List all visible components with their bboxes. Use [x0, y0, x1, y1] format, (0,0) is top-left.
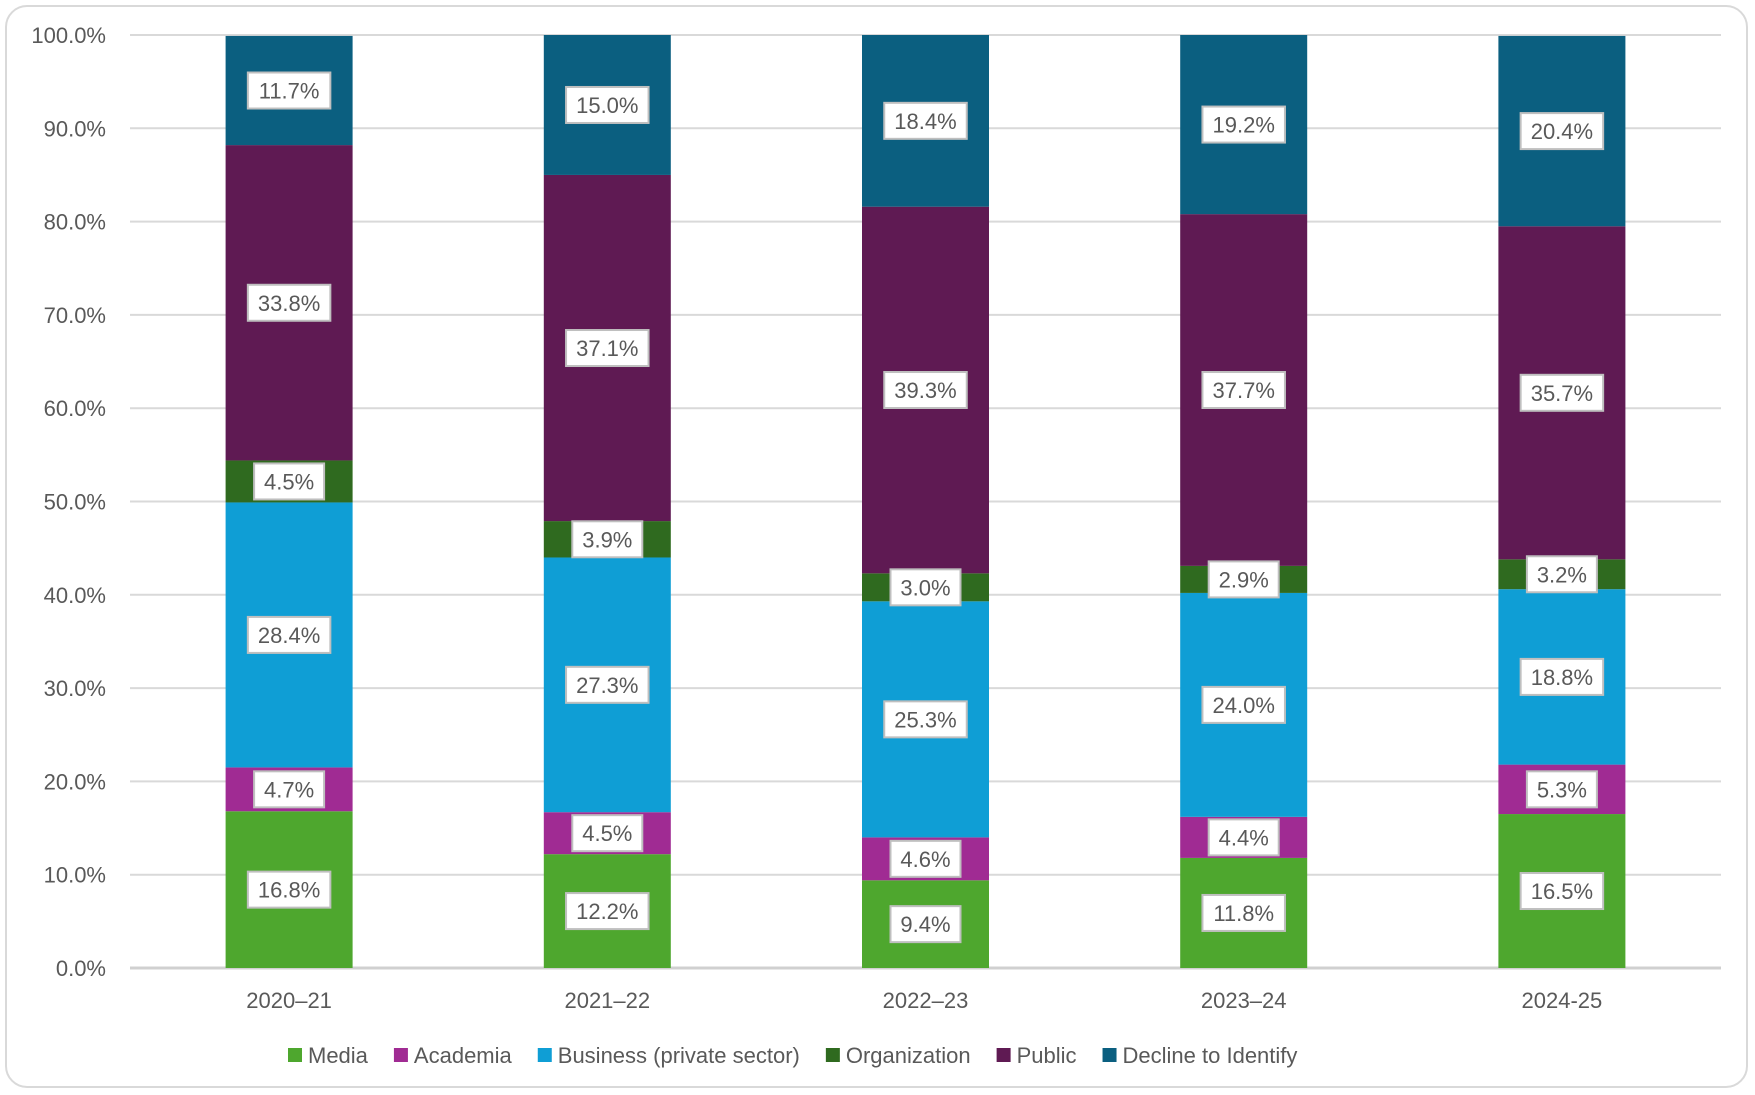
data-label: 12.2%	[576, 899, 638, 924]
data-label: 39.3%	[894, 378, 956, 403]
data-label-box	[246, 71, 332, 110]
legend-label: Business (private sector)	[558, 1043, 800, 1068]
data-label: 24.0%	[1213, 693, 1275, 718]
data-label: 2.9%	[1219, 567, 1269, 592]
data-label: 4.7%	[264, 777, 314, 802]
data-label: 37.7%	[1213, 378, 1275, 403]
data-label-box	[889, 905, 962, 944]
data-label: 33.8%	[258, 291, 320, 316]
y-tick-label: 70.0%	[44, 303, 106, 328]
x-tick-label: 2021–22	[564, 988, 650, 1013]
legend-swatch	[288, 1048, 302, 1062]
data-label-box	[1201, 105, 1286, 144]
data-label-box	[883, 371, 968, 410]
legend-swatch	[537, 1048, 552, 1062]
data-label: 15.0%	[576, 93, 638, 118]
data-label-box	[1519, 872, 1605, 911]
data-label-box	[1525, 555, 1598, 594]
data-label-box	[1519, 112, 1605, 151]
data-label-box	[565, 892, 650, 931]
x-tick-label: 2023–24	[1201, 988, 1287, 1013]
data-label: 4.6%	[900, 847, 950, 872]
data-label: 18.4%	[894, 109, 956, 134]
data-label-box	[1519, 657, 1605, 696]
data-label: 3.0%	[900, 575, 950, 600]
data-label: 37.1%	[576, 336, 638, 361]
data-label-box	[246, 870, 332, 909]
data-label-box	[1525, 770, 1598, 809]
data-label-box	[253, 770, 326, 809]
data-label-box	[246, 615, 332, 654]
data-label: 25.3%	[894, 707, 956, 732]
chart-frame	[5, 5, 1748, 1088]
y-tick-label: 30.0%	[44, 676, 106, 701]
legend-label: Academia	[414, 1043, 513, 1068]
legend-label: Media	[308, 1043, 369, 1068]
data-label: 18.8%	[1531, 665, 1593, 690]
data-label: 11.8%	[1213, 901, 1274, 926]
x-tick-label: 2020–21	[246, 988, 332, 1013]
data-label: 20.4%	[1531, 119, 1593, 144]
y-tick-label: 90.0%	[44, 116, 106, 141]
legend-swatch	[825, 1048, 840, 1062]
data-label-box	[565, 85, 650, 124]
data-label: 4.5%	[582, 821, 632, 846]
data-label: 16.5%	[1531, 879, 1593, 904]
y-tick-label: 60.0%	[44, 396, 106, 421]
data-label-box	[565, 665, 650, 704]
data-label-box	[1201, 371, 1286, 410]
y-tick-label: 40.0%	[44, 583, 106, 608]
data-label: 11.7%	[259, 79, 320, 104]
x-tick-label: 2022–23	[883, 988, 969, 1013]
data-label-box	[565, 329, 650, 368]
data-label-box	[883, 700, 968, 739]
data-label: 3.2%	[1537, 562, 1587, 587]
y-tick-label: 20.0%	[44, 769, 106, 794]
data-label: 4.4%	[1219, 825, 1269, 850]
data-label: 27.3%	[576, 673, 638, 698]
legend-swatch	[996, 1048, 1011, 1062]
data-label: 3.9%	[582, 527, 632, 552]
data-label-box	[1201, 893, 1286, 932]
data-label: 4.5%	[264, 469, 314, 494]
data-label-box	[889, 568, 962, 607]
data-label-box	[246, 283, 332, 322]
data-label-box	[889, 839, 962, 878]
legend-label: Organization	[846, 1043, 971, 1068]
data-label-box	[571, 814, 644, 853]
y-tick-label: 50.0%	[44, 490, 106, 515]
y-tick-label: 100.0%	[31, 23, 106, 48]
data-label-box	[253, 462, 326, 501]
x-tick-label: 2024-25	[1522, 988, 1603, 1013]
data-label-box	[1207, 818, 1280, 857]
data-label-box	[1201, 685, 1286, 724]
data-label-box	[571, 520, 644, 559]
legend-swatch	[393, 1048, 408, 1062]
data-label-box	[1519, 373, 1605, 412]
data-label: 35.7%	[1531, 381, 1593, 406]
data-label: 9.4%	[900, 912, 950, 937]
data-label: 28.4%	[258, 623, 320, 648]
data-label: 19.2%	[1213, 113, 1275, 138]
legend-label: Public	[1017, 1043, 1077, 1068]
y-tick-label: 80.0%	[44, 210, 106, 235]
data-label-box	[1207, 560, 1280, 599]
data-label-box	[883, 101, 968, 140]
legend-swatch	[1102, 1048, 1117, 1062]
data-label: 16.8%	[258, 878, 320, 903]
data-label: 5.3%	[1537, 777, 1587, 802]
legend-label: Decline to Identify	[1123, 1043, 1298, 1068]
y-tick-label: 0.0%	[56, 956, 106, 981]
y-tick-label: 10.0%	[44, 863, 106, 888]
